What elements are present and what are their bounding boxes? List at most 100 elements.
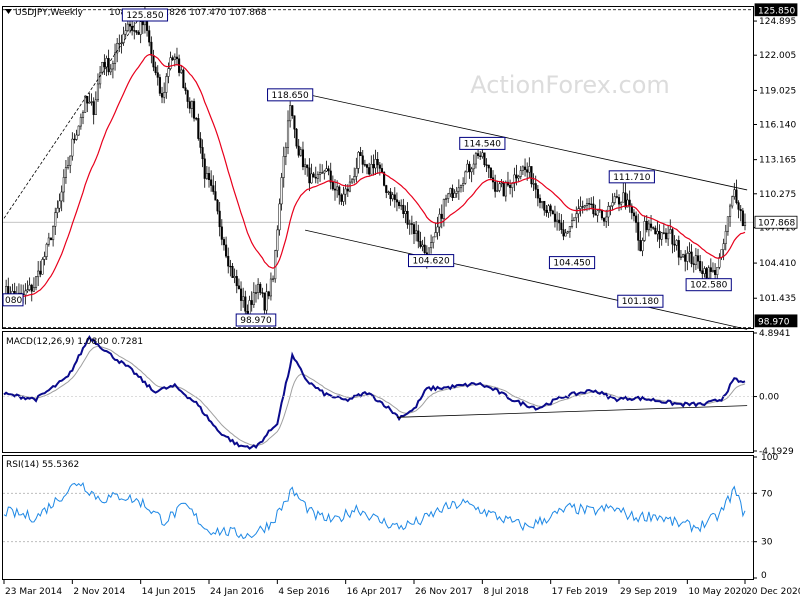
price-callout-box xyxy=(548,256,596,270)
candle-body xyxy=(568,226,571,232)
price-y-tick-label: 124.895 xyxy=(759,17,796,27)
price-callout-box xyxy=(608,170,655,184)
candle-body xyxy=(639,240,642,252)
candle-body xyxy=(308,167,311,184)
candle-body xyxy=(310,173,313,184)
candle-body xyxy=(688,251,691,254)
candle-body xyxy=(289,105,292,122)
price-callout-label: 104.620 xyxy=(412,257,449,267)
price-plot: 125.850 118.650 114.540 111.710 104.620 104.4… xyxy=(2,6,753,330)
candle-body xyxy=(267,291,270,297)
chart-menu-triangle[interactable] xyxy=(5,9,12,14)
candle-body xyxy=(671,229,674,245)
candle-body xyxy=(737,202,740,210)
candle-body xyxy=(453,193,456,198)
x-tick-label: 8 Jul 2018 xyxy=(483,587,528,597)
candle-body xyxy=(470,168,473,173)
candle-body xyxy=(353,176,356,181)
candle-body xyxy=(284,147,287,157)
candle-body xyxy=(513,174,516,184)
candle-body xyxy=(190,101,193,109)
candle-body xyxy=(175,56,179,60)
candle-body xyxy=(58,200,61,209)
candle-body xyxy=(709,267,712,272)
candle-body xyxy=(395,199,398,203)
candle-body xyxy=(622,192,625,203)
candle-body xyxy=(735,189,738,203)
candle-body xyxy=(673,243,676,246)
candle-body xyxy=(233,276,236,278)
candle-body xyxy=(75,134,78,140)
candle-body xyxy=(318,172,322,175)
candle-body xyxy=(77,125,80,136)
candle-body xyxy=(511,183,514,188)
candle-body xyxy=(203,158,206,179)
candle-body xyxy=(632,212,636,217)
candle-body xyxy=(257,283,260,293)
candle-body xyxy=(69,155,72,166)
x-tick-label: 14 Jun 2015 xyxy=(142,587,196,597)
rsi-y-tick-label: 70 xyxy=(761,489,773,499)
price-y-tick-label: 119.025 xyxy=(759,86,796,96)
rsi-y-tick-label: 30 xyxy=(761,538,773,548)
candle-body xyxy=(291,105,294,116)
candle-body xyxy=(412,224,416,234)
candle-body xyxy=(724,230,727,244)
candle-body xyxy=(365,164,369,168)
candle-body xyxy=(372,164,375,169)
candle-body xyxy=(355,168,358,177)
candle-body xyxy=(741,210,744,226)
candle-body xyxy=(579,206,582,209)
candle-body xyxy=(624,192,627,208)
trendline xyxy=(3,9,146,219)
candle-body xyxy=(45,243,48,257)
candle-body xyxy=(694,255,697,265)
candle-body xyxy=(331,181,334,190)
price-callout-box xyxy=(617,294,664,308)
price-y-tick-label: 101.435 xyxy=(759,294,796,304)
candle-body xyxy=(652,227,655,229)
candle-body xyxy=(131,25,134,31)
candle-body xyxy=(660,232,663,240)
candle-body xyxy=(184,87,187,91)
candle-body xyxy=(71,138,74,157)
price-callout-label: 111.710 xyxy=(613,173,650,183)
candle-body xyxy=(682,254,685,258)
candle-body xyxy=(731,196,734,207)
candle-body xyxy=(635,215,638,223)
candle-body xyxy=(459,184,463,189)
candle-body xyxy=(440,213,443,219)
candle-body xyxy=(530,166,533,185)
candle-body xyxy=(526,169,529,173)
candle-body xyxy=(729,205,732,217)
candle-body xyxy=(201,147,204,160)
candle-body xyxy=(361,155,364,165)
candle-body xyxy=(517,176,520,179)
candle-body xyxy=(216,199,219,212)
candle-body xyxy=(447,193,450,199)
watermark: ActionForex.com xyxy=(470,71,670,99)
price-y-tick-label: 107.410 xyxy=(759,224,796,234)
candle-body xyxy=(585,203,589,206)
candle-body xyxy=(455,190,458,194)
candle-body xyxy=(250,300,253,305)
candle-body xyxy=(457,187,460,192)
candle-body xyxy=(261,292,264,294)
x-tick-label: 2 Nov 2014 xyxy=(73,587,125,597)
candle-body xyxy=(675,240,678,246)
candle-body xyxy=(252,292,255,305)
candle-body xyxy=(519,170,522,177)
price-y-tick-label: 116.140 xyxy=(759,120,796,130)
candle-body xyxy=(402,204,405,215)
candle-body xyxy=(368,167,371,175)
candle-body xyxy=(124,30,127,35)
candle-body xyxy=(615,196,618,198)
candle-body xyxy=(733,189,736,197)
candle-body xyxy=(49,237,53,241)
axes: 124.895 122.005 119.025 116.140 113.165 110.2… xyxy=(3,3,800,597)
x-tick-label: 29 Sep 2019 xyxy=(620,587,677,597)
price-callout-label: 104.450 xyxy=(553,259,590,269)
candle-body xyxy=(472,163,475,170)
candle-body xyxy=(338,186,341,196)
last-price-badge-box xyxy=(754,215,798,229)
